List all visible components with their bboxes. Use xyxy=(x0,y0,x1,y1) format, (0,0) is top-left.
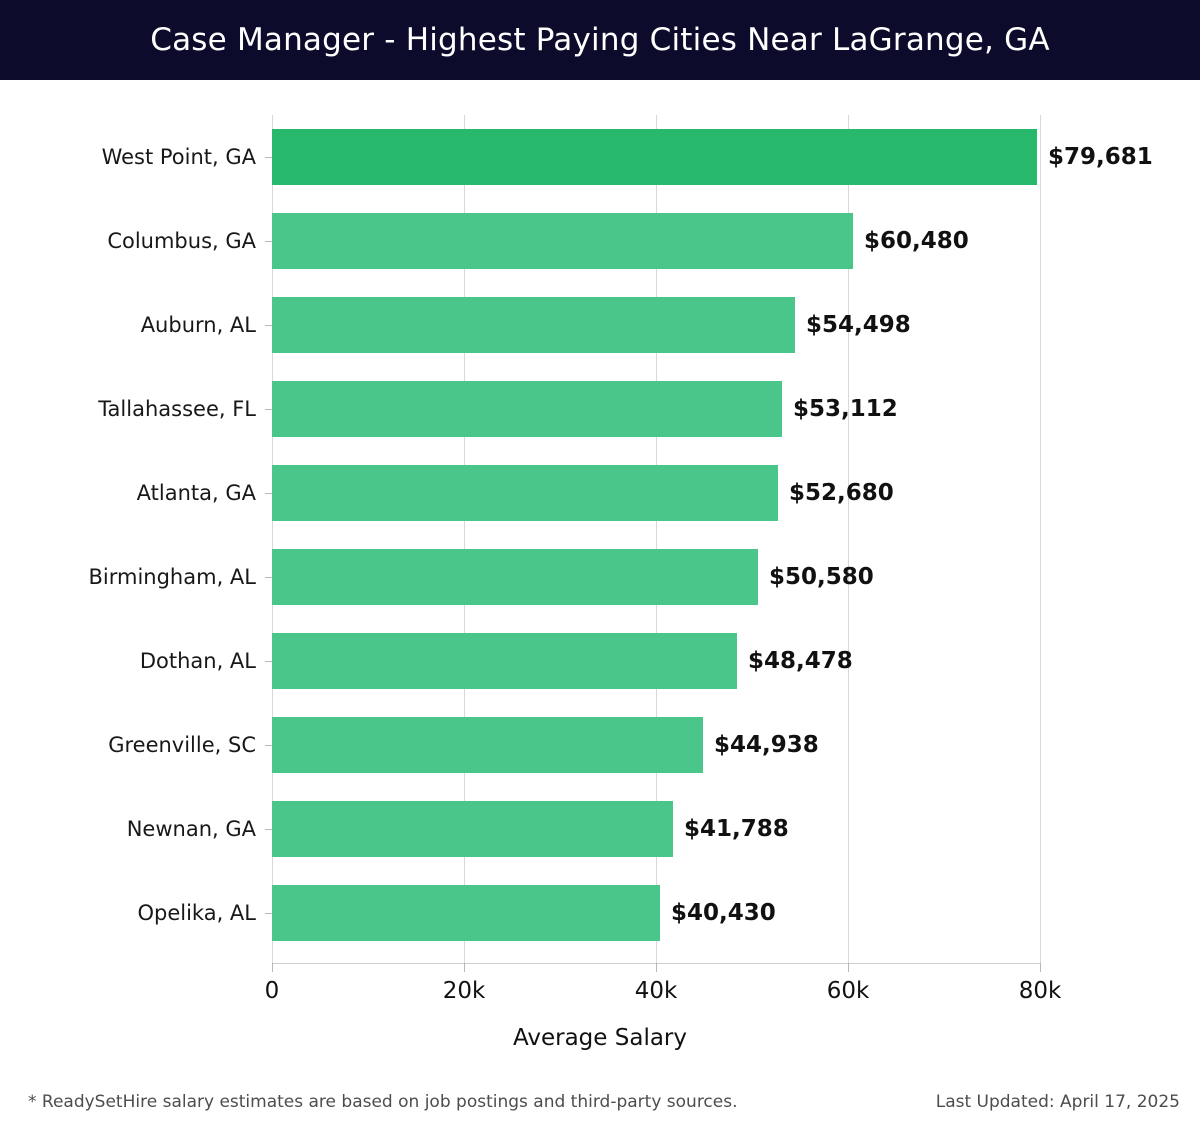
bar-category-label: Birmingham, AL xyxy=(88,565,257,589)
bar-track xyxy=(272,619,1040,703)
bar-category-label: Greenville, SC xyxy=(108,733,256,757)
gridline-80k xyxy=(1040,115,1041,963)
bar-category-label: West Point, GA xyxy=(101,145,256,169)
bar-value-label: $54,498 xyxy=(806,312,911,338)
gridline-20k xyxy=(464,115,465,963)
bar-value-label: $52,680 xyxy=(789,480,894,506)
x-tick-label: 40k xyxy=(634,978,678,1004)
bar-row: Greenville, SC $44,938 xyxy=(0,703,1200,787)
bar-category-label: Tallahassee, FL xyxy=(98,397,256,421)
bar[interactable] xyxy=(272,717,703,773)
y-tickmark xyxy=(265,661,272,662)
bar-category-label: Atlanta, GA xyxy=(136,481,256,505)
bar[interactable] xyxy=(272,213,853,269)
bar-track xyxy=(272,451,1040,535)
gridline-0 xyxy=(272,115,273,963)
gridline-40k xyxy=(656,115,657,963)
bar-value-label: $48,478 xyxy=(748,648,853,674)
bar-track xyxy=(272,199,1040,283)
x-tickmark-60k xyxy=(848,963,849,972)
x-tickmark-40k xyxy=(656,963,657,972)
bar-value-label: $53,112 xyxy=(793,396,898,422)
bar-value-label: $41,788 xyxy=(684,816,789,842)
bar-row: Newnan, GA $41,788 xyxy=(0,787,1200,871)
y-tickmark xyxy=(265,745,272,746)
chart-footer: * ReadySetHire salary estimates are base… xyxy=(0,1092,1200,1140)
x-tickmark-0 xyxy=(272,963,273,972)
gridline-60k xyxy=(848,115,849,963)
bar-value-label: $60,480 xyxy=(864,228,969,254)
footer-last-updated: Last Updated: April 17, 2025 xyxy=(935,1092,1180,1112)
bar-row: Birmingham, AL $50,580 xyxy=(0,535,1200,619)
bar-track xyxy=(272,115,1040,199)
bar-value-label: $50,580 xyxy=(769,564,874,590)
y-tickmark xyxy=(265,409,272,410)
bar-value-label: $79,681 xyxy=(1048,144,1153,170)
y-tickmark xyxy=(265,577,272,578)
y-tickmark xyxy=(265,829,272,830)
bar-row: Dothan, AL $48,478 xyxy=(0,619,1200,703)
x-tick-label: 80k xyxy=(1018,978,1062,1004)
bar-track xyxy=(272,367,1040,451)
bar-row: Tallahassee, FL $53,112 xyxy=(0,367,1200,451)
bar-row: Columbus, GA $60,480 xyxy=(0,199,1200,283)
x-tickmark-20k xyxy=(464,963,465,972)
chart-canvas: West Point, GA $79,681 Columbus, GA $60,480… xyxy=(0,80,1200,1060)
x-tick-label: 0 xyxy=(264,978,280,1004)
bar[interactable] xyxy=(272,465,778,521)
bar-category-label: Newnan, GA xyxy=(126,817,256,841)
y-tickmark xyxy=(265,157,272,158)
bar-track xyxy=(272,703,1040,787)
bar[interactable] xyxy=(272,633,737,689)
x-tickmark-80k xyxy=(1040,963,1041,972)
bar[interactable] xyxy=(272,381,782,437)
footer-disclaimer: * ReadySetHire salary estimates are base… xyxy=(28,1092,738,1112)
y-tickmark xyxy=(265,493,272,494)
plot-area xyxy=(272,115,1041,963)
x-axis-title: Average Salary xyxy=(512,1025,687,1051)
bar-value-label: $44,938 xyxy=(714,732,819,758)
bar-category-label: Columbus, GA xyxy=(107,229,256,253)
bar-category-label: Dothan, AL xyxy=(139,649,256,673)
bar-category-label: Opelika, AL xyxy=(137,901,256,925)
bar-track xyxy=(272,535,1040,619)
bar[interactable] xyxy=(272,297,795,353)
bar[interactable] xyxy=(272,801,673,857)
bar-row: Opelika, AL $40,430 xyxy=(0,871,1200,955)
y-tickmark xyxy=(265,913,272,914)
bar[interactable] xyxy=(272,549,758,605)
bar[interactable] xyxy=(272,885,660,941)
y-tickmark xyxy=(265,241,272,242)
bar-track xyxy=(272,787,1040,871)
bar-row: Auburn, AL $54,498 xyxy=(0,283,1200,367)
bar-row: West Point, GA $79,681 xyxy=(0,115,1200,199)
bar-track xyxy=(272,871,1040,955)
bar-category-label: Auburn, AL xyxy=(140,313,256,337)
y-tickmark xyxy=(265,325,272,326)
bar-track xyxy=(272,283,1040,367)
x-tick-label: 60k xyxy=(826,978,870,1004)
page-title: Case Manager - Highest Paying Cities Nea… xyxy=(150,22,1050,58)
chart-header-bar: Case Manager - Highest Paying Cities Nea… xyxy=(0,0,1200,80)
bar-row: Atlanta, GA $52,680 xyxy=(0,451,1200,535)
bar-value-label: $40,430 xyxy=(671,900,776,926)
bar[interactable] xyxy=(272,129,1037,185)
x-tick-label: 20k xyxy=(442,978,486,1004)
